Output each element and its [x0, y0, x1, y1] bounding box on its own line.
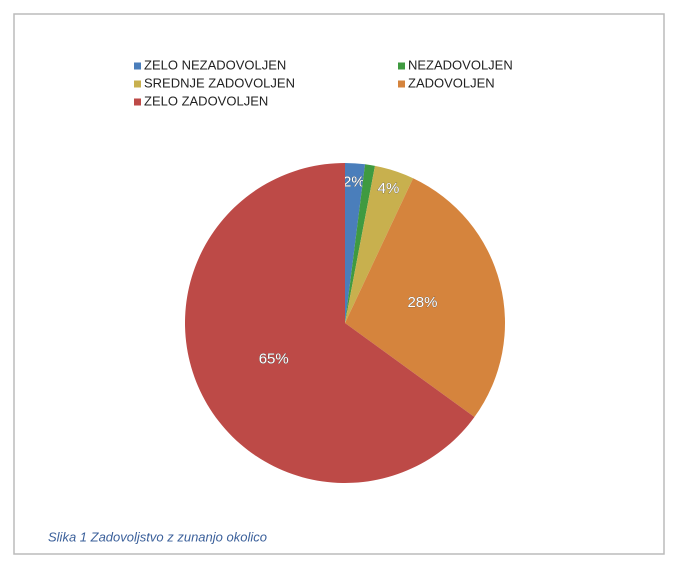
- legend-swatch: [398, 80, 405, 88]
- pie-slice: [345, 178, 505, 418]
- legend-swatch: [398, 62, 405, 70]
- legend-label: ZADOVOLJEN: [408, 75, 495, 90]
- pie-slice: [345, 164, 375, 323]
- legend-label: NEZADOVOLJEN: [408, 57, 513, 72]
- legend-swatch: [134, 62, 141, 70]
- legend-swatch: [134, 80, 141, 88]
- pie-slice: [345, 165, 414, 323]
- pie-slice: [184, 163, 475, 484]
- slice-label: 4%: [378, 180, 400, 197]
- slice-label: 28%: [407, 294, 437, 311]
- legend-label: SREDNJE ZADOVOLJEN: [144, 75, 295, 90]
- legend-label: ZELO ZADOVOLJEN: [144, 93, 268, 108]
- legend-swatch: [134, 98, 141, 106]
- slice-label: 2%: [343, 173, 365, 190]
- pie-slice: [345, 163, 366, 323]
- slice-label: 65%: [259, 350, 289, 367]
- legend-label: ZELO NEZADOVOLJEN: [144, 57, 286, 72]
- caption: Slika 1 Zadovoljstvo z zunanjo okolico: [48, 529, 267, 544]
